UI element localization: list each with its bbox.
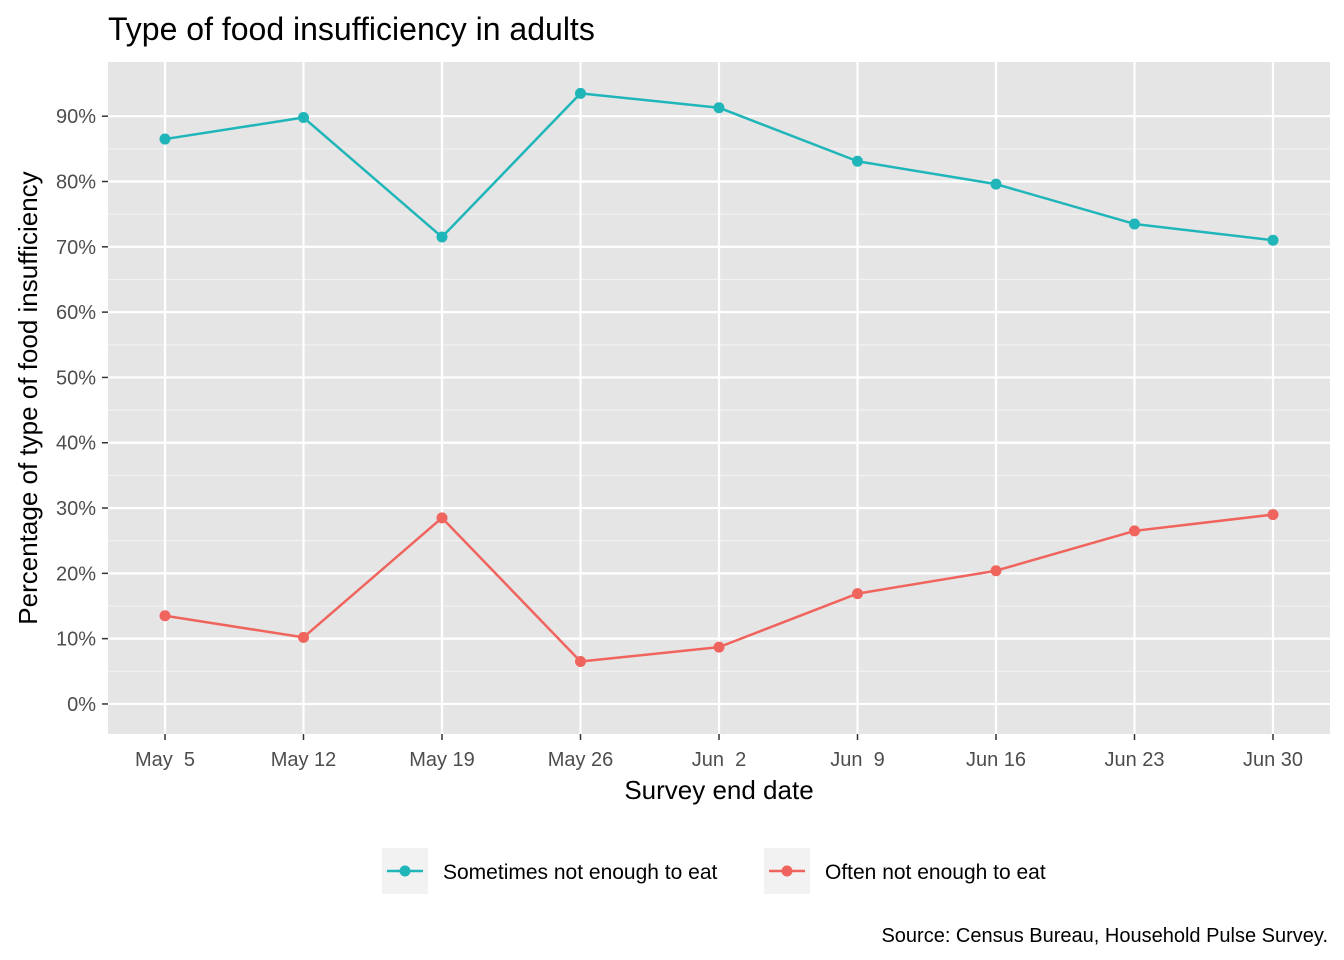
y-tick-label: 40%: [56, 433, 96, 455]
series-points: [159, 87, 1279, 668]
data-point-0-3: [575, 87, 586, 99]
data-point-0-0: [159, 133, 171, 145]
data-point-0-1: [298, 112, 309, 124]
major-gridlines: [108, 62, 1330, 734]
data-point-1-0: [159, 610, 171, 622]
y-tick-label: 60%: [56, 302, 96, 324]
y-tick-label: 20%: [56, 563, 96, 585]
y-tick-label: 50%: [56, 367, 96, 389]
y-tick-label: 0%: [67, 694, 96, 716]
x-tick-label: Jun 9: [830, 749, 884, 771]
x-axis-title: Survey end date: [624, 775, 813, 805]
x-tick-label: May 12: [271, 749, 337, 771]
data-point-1-5: [852, 588, 863, 600]
x-tick-label: May 19: [409, 749, 475, 771]
y-axis-tick-labels: 0% 10% 20% 30% 40% 50% 60% 70% 80% 90%: [56, 106, 96, 716]
x-axis-tick-labels: May 5 May 12 May 19 May 26 Jun 2 Jun 9 Jun 16 J…: [135, 749, 1303, 771]
x-tick-label: Jun 23: [1104, 749, 1164, 771]
legend-item-often: Often not enough to eat: [764, 848, 1046, 894]
data-point-1-8: [1267, 509, 1279, 521]
data-point-1-2: [436, 512, 448, 524]
data-point-1-7: [1129, 525, 1140, 537]
x-tick-label: May 5: [135, 749, 195, 771]
y-tick-label: 90%: [56, 106, 96, 128]
y-axis-title: Percentage of type of food insufficiency: [13, 171, 43, 624]
x-tick-label: May 26: [548, 749, 614, 771]
legend-label-often: Often not enough to eat: [825, 861, 1046, 884]
x-tick-label: Jun 16: [966, 749, 1026, 771]
data-point-1-1: [298, 631, 309, 643]
x-tick-label: Jun 2: [692, 749, 746, 771]
data-point-0-2: [436, 231, 448, 243]
data-point-0-7: [1129, 218, 1140, 230]
data-point-0-6: [990, 178, 1002, 190]
chart-title: Type of food insufficiency in adults: [108, 11, 595, 47]
legend-label-sometimes: Sometimes not enough to eat: [443, 861, 718, 884]
legend-item-sometimes: Sometimes not enough to eat: [382, 848, 718, 894]
y-tick-label: 80%: [56, 172, 96, 194]
data-point-0-5: [852, 155, 863, 167]
y-tick-label: 70%: [56, 237, 96, 259]
y-tick-label: 10%: [56, 629, 96, 651]
legend-key-dot-often: [781, 865, 793, 877]
data-point-1-4: [713, 641, 725, 653]
legend-key-dot-sometimes: [399, 865, 411, 877]
legend: Sometimes not enough to eat Often not en…: [382, 848, 1046, 894]
data-point-1-3: [575, 656, 586, 668]
y-tick-label: 30%: [56, 498, 96, 520]
x-tick-label: Jun 30: [1243, 749, 1303, 771]
data-point-0-8: [1267, 234, 1279, 246]
data-point-1-6: [990, 565, 1002, 577]
data-point-0-4: [713, 102, 725, 114]
axis-ticks: [102, 115, 1274, 740]
source-caption: Source: Census Bureau, Household Pulse S…: [881, 925, 1328, 947]
